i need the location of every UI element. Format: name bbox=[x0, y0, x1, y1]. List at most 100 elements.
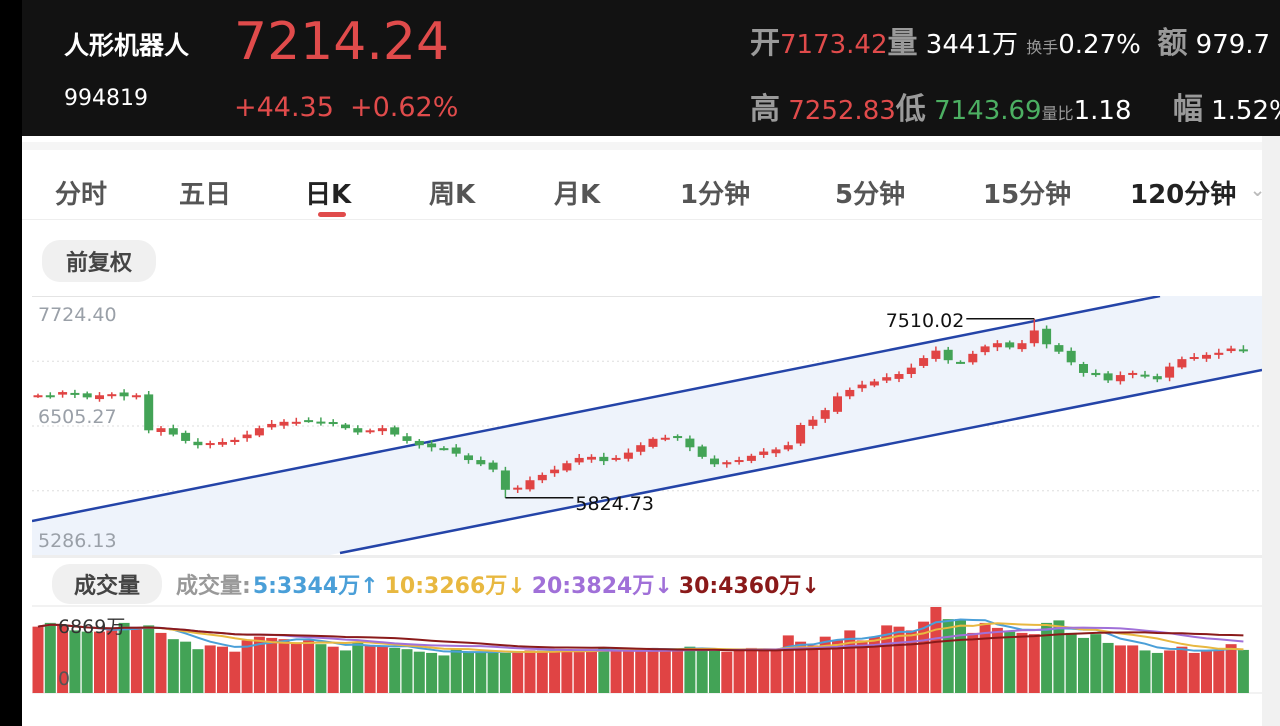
volume-bar bbox=[1090, 634, 1102, 693]
volume-bar bbox=[832, 640, 843, 693]
volume-bar bbox=[709, 650, 720, 693]
tab-intraday[interactable]: 分时 bbox=[55, 180, 108, 210]
candle-body bbox=[107, 394, 117, 397]
candle-body bbox=[611, 457, 621, 460]
volume-bar bbox=[229, 651, 241, 693]
candle-body bbox=[833, 396, 842, 412]
candle-body bbox=[267, 423, 277, 428]
candle-body bbox=[710, 458, 719, 465]
candle-body bbox=[660, 437, 670, 440]
candle-body bbox=[796, 424, 806, 444]
candlestick-chart[interactable]: 7510.02 5824.73 bbox=[32, 296, 1262, 556]
candle-body bbox=[857, 384, 867, 389]
volume-bar bbox=[1164, 650, 1176, 693]
high-label: 高 bbox=[750, 92, 780, 127]
volume-bar bbox=[327, 646, 339, 693]
volume-bar bbox=[450, 649, 462, 693]
candle-body bbox=[894, 374, 904, 379]
high-value: 7252.83 bbox=[788, 96, 896, 126]
candle-body bbox=[464, 455, 473, 461]
candle-body bbox=[673, 436, 683, 439]
legend-ma10: 10:3266万↓ bbox=[384, 574, 526, 599]
volume-bar bbox=[44, 622, 56, 693]
candle-body bbox=[992, 343, 1002, 348]
volume-bar bbox=[881, 625, 893, 693]
volume-legend-title: 成交量: bbox=[176, 574, 251, 599]
volume-indicator-button[interactable]: 成交量 bbox=[52, 564, 163, 604]
candle-body bbox=[845, 389, 855, 397]
volume-bar bbox=[573, 650, 585, 693]
open-value: 7173.42 bbox=[780, 30, 888, 60]
candle-body bbox=[451, 447, 461, 454]
candle-body bbox=[45, 395, 55, 398]
tab-five-day[interactable]: 五日 bbox=[179, 180, 232, 210]
volume-bar bbox=[684, 646, 696, 693]
active-tab-indicator bbox=[318, 212, 346, 217]
volume-bar bbox=[955, 619, 966, 693]
volume-bar bbox=[81, 631, 93, 693]
volume-bar bbox=[69, 630, 81, 693]
low-value: 7143.69 bbox=[934, 96, 1042, 126]
volume-bar bbox=[672, 649, 684, 693]
volume-bar bbox=[647, 647, 659, 693]
tab-monthly-k[interactable]: 月K bbox=[554, 180, 601, 210]
tab-weekly-k[interactable]: 周K bbox=[429, 180, 476, 210]
volume-bar bbox=[389, 647, 401, 693]
volume-bar bbox=[401, 649, 413, 693]
candle-body bbox=[193, 441, 203, 446]
chevron-down-icon[interactable]: ⌄ bbox=[1250, 180, 1266, 201]
candle-body bbox=[1091, 372, 1101, 376]
candle-body bbox=[1103, 373, 1113, 381]
volume-bar bbox=[1139, 650, 1151, 693]
volume-zero-label: 0 bbox=[58, 668, 71, 690]
candle-body bbox=[131, 395, 141, 398]
volume-bar bbox=[217, 646, 228, 693]
candle-body bbox=[759, 451, 769, 455]
tab-15min[interactable]: 15分钟 bbox=[983, 180, 1072, 210]
adjust-toggle-button[interactable]: 前复权 bbox=[42, 240, 157, 282]
candle-body bbox=[1005, 342, 1015, 348]
volume-bar bbox=[598, 647, 610, 693]
tab-120min[interactable]: 120分钟 bbox=[1130, 180, 1237, 210]
channel-upper-line bbox=[32, 296, 1161, 523]
volume-bar bbox=[303, 640, 315, 693]
candle-body bbox=[525, 480, 535, 490]
candle-body bbox=[328, 422, 338, 425]
candle-body bbox=[537, 474, 547, 481]
volume-bar bbox=[1225, 644, 1237, 693]
volume-bar bbox=[918, 621, 930, 693]
candle-body bbox=[906, 367, 916, 375]
volume-bar bbox=[967, 632, 979, 693]
volume-bar bbox=[106, 630, 118, 693]
volume-chart[interactable] bbox=[32, 600, 1262, 696]
candle-body bbox=[341, 424, 350, 429]
volume-bar bbox=[278, 639, 290, 693]
candle-body bbox=[587, 456, 596, 460]
volume-bar bbox=[782, 635, 794, 693]
tab-5min[interactable]: 5分钟 bbox=[835, 180, 906, 210]
tab-1min[interactable]: 1分钟 bbox=[680, 180, 751, 210]
volume-bar bbox=[290, 642, 302, 693]
candle-body bbox=[550, 469, 560, 474]
candle-body bbox=[1115, 375, 1125, 382]
volume-bar bbox=[1065, 632, 1077, 693]
candle-body bbox=[968, 353, 978, 363]
candle-body bbox=[562, 463, 572, 471]
volume-bar bbox=[770, 650, 782, 693]
volume-bar bbox=[192, 649, 204, 693]
candle-body bbox=[1128, 372, 1138, 375]
candle-body bbox=[304, 420, 314, 423]
candle-body bbox=[414, 440, 424, 446]
volume-bar bbox=[868, 636, 880, 693]
y-label-mid: 6505.27 bbox=[38, 406, 117, 428]
tab-daily-k[interactable]: 日K bbox=[305, 180, 352, 210]
y-label-bottom: 5286.13 bbox=[38, 530, 117, 552]
candle-body bbox=[439, 448, 449, 451]
candle-body bbox=[500, 470, 510, 490]
volume-bar bbox=[376, 646, 388, 693]
amplitude-value: 1.52% bbox=[1211, 96, 1280, 126]
volume-bar bbox=[819, 636, 831, 693]
volume-bar bbox=[1237, 649, 1249, 693]
candle-body bbox=[316, 421, 326, 424]
volume-bar bbox=[413, 651, 425, 693]
